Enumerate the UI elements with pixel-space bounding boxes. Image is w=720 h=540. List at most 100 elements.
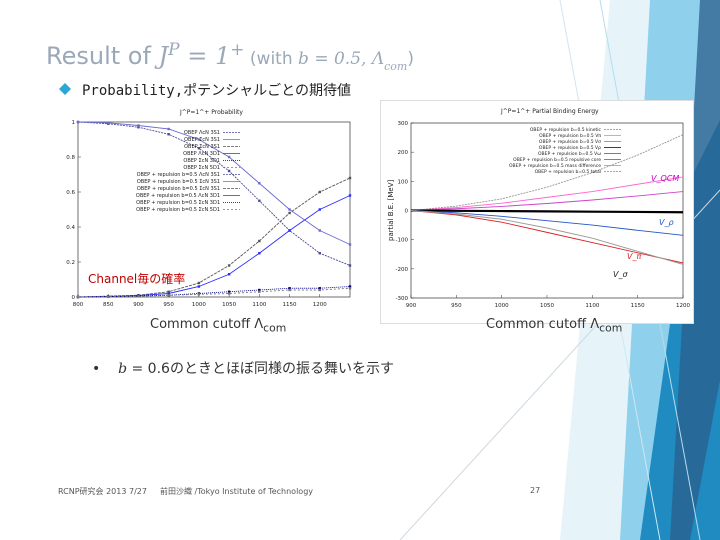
annotation-label: V_π — [627, 252, 641, 261]
data-point — [258, 288, 261, 292]
data-point — [197, 138, 201, 141]
y-axis-label: partial B.E. [MeV] — [387, 179, 395, 241]
data-point — [167, 127, 170, 131]
legend-entry: OBEP + repulsion b=0.5 mass difference — [509, 163, 601, 169]
data-point — [258, 182, 261, 185]
x-tick-group: 800 850 900 950 1000 1050 1100 1150 1200 — [73, 294, 327, 308]
y-tick-label: 0.8 — [66, 155, 75, 161]
y-tick-label: 100 — [398, 179, 409, 185]
data-point — [258, 290, 261, 293]
series-line — [410, 210, 684, 264]
slide-title: Result of JP = 1+ (with b = 0.5, Λcom) — [46, 40, 414, 73]
data-point — [137, 126, 140, 129]
y-tick-label: 0 — [405, 209, 409, 215]
x-tick-label: 1000 — [495, 303, 509, 309]
data-point — [107, 121, 110, 125]
x-tick-label: 950 — [163, 302, 174, 308]
x-tick-label: 1200 — [676, 303, 690, 309]
data-point — [227, 169, 231, 173]
data-point — [227, 273, 231, 276]
footer-author: 前田沙織 /Tokyo Institute of Technology — [160, 487, 314, 496]
x-tick-label: 900 — [406, 303, 417, 309]
legend-entry: OBEP ΛcN 3D1 — [183, 151, 220, 157]
series-line — [410, 209, 684, 214]
legend-entry: OBEP + repulsion b=0.5 ΣcN 3D1 — [136, 200, 220, 206]
x-axis-label-left: Common cutoff Λcom — [150, 317, 287, 335]
legend-entry: OBEP ΣcN 3S1 — [184, 137, 220, 143]
diamond-bullet-icon — [59, 83, 71, 95]
data-point — [348, 264, 352, 267]
plot-frame — [77, 121, 351, 298]
data-point — [348, 287, 352, 290]
data-point — [76, 120, 80, 124]
legend-entry: OBEP + repulsion b=0.5 ΛcN 3D1 — [136, 193, 220, 199]
data-point — [197, 293, 201, 296]
data-point — [318, 190, 321, 194]
series-line — [410, 210, 684, 236]
bullet-text-2: • b = 0.6のときとほぼ同様の振る舞いを示す — [92, 361, 394, 377]
x-tick-label: 1150 — [283, 302, 297, 308]
y-tick-label: 0.2 — [66, 260, 75, 266]
data-point — [318, 208, 321, 211]
y-tick-label: 300 — [398, 121, 409, 127]
data-point — [258, 239, 261, 243]
legend-entry: OBEP + repulsion b=0.5 Vω — [538, 151, 601, 157]
legend-entry: OBEP ΣcN 3S1 — [184, 144, 220, 150]
data-point — [197, 281, 201, 285]
data-point — [348, 285, 352, 288]
data-point — [167, 290, 170, 293]
annotation-label: V_QCM — [651, 174, 679, 183]
probability-chart: J^P=1^+ Probability P_CC 00.20.40.60.81 … — [60, 100, 360, 330]
footer-conference: RCNP研究会 2013 7/27 — [58, 487, 147, 496]
data-point — [348, 194, 352, 197]
chart-title: J^P=1^+ Probability — [179, 109, 243, 116]
data-point — [348, 243, 352, 246]
deco-shape-navy — [670, 0, 720, 540]
data-point — [197, 285, 201, 288]
legend-entry: OBEP + repulsion b=0.5 ΣcN 3S1 — [137, 179, 220, 185]
data-point — [258, 199, 261, 202]
data-point — [318, 287, 321, 290]
data-point — [288, 211, 291, 215]
data-point — [318, 288, 321, 292]
series-line — [410, 210, 684, 265]
legend-entry: OBEP + repulsion b=0.5 Vπ — [539, 133, 601, 139]
data-point — [227, 155, 231, 159]
series-line — [410, 191, 684, 211]
series-group — [410, 134, 684, 265]
legend-entry: OBEP + repulsion b=0.5 Vσ — [539, 139, 601, 145]
legend-entry: OBEP + repulsion b=0.5 repulsive core — [513, 157, 601, 163]
data-point — [318, 252, 321, 255]
annotation-label: V_σ — [613, 270, 628, 279]
y-tick-label: 1 — [72, 120, 76, 126]
y-tick-label: -100 — [396, 238, 409, 244]
series-line — [77, 287, 351, 298]
legend-entry: OBEP ΣcN 5D1 — [183, 165, 220, 171]
y-tick-label: 0.4 — [66, 225, 75, 231]
bullet-text: Probability,ポテンシャルごとの期待値 — [82, 83, 352, 99]
data-point — [227, 290, 231, 293]
series-group — [76, 120, 352, 299]
partial-binding-energy-chart: J^P=1^+ Partial Binding Energy partial B… — [380, 100, 694, 324]
y-tick-label: 0.6 — [66, 190, 75, 196]
x-tick-label: 900 — [133, 302, 144, 308]
x-tick-group: 900 950 1000 1050 1100 1150 1200 — [406, 295, 690, 309]
legend-entry: OBEP + repulsion b=0.5 total — [535, 169, 601, 175]
y-tick-label: 200 — [398, 150, 409, 156]
data-point — [167, 133, 170, 136]
annotation-label: V_ρ — [659, 218, 674, 227]
y-tick-label: 0 — [72, 295, 76, 301]
x-tick-label: 1050 — [540, 303, 554, 309]
x-tick-label: 850 — [103, 302, 114, 308]
series-line — [77, 286, 351, 298]
x-tick-label: 1050 — [222, 302, 236, 308]
data-point — [288, 288, 291, 292]
x-tick-label: 1000 — [192, 302, 206, 308]
legend-entry: OBEP + repulsion b=0.5 kinetic — [530, 127, 602, 133]
x-axis-label-right: Common cutoff Λcom — [486, 317, 623, 335]
legend-entry: OBEP + repulsion b=0.5 ΛcN 3S1 — [137, 172, 220, 178]
page-number: 27 — [530, 486, 541, 495]
y-tick-label: -200 — [396, 267, 409, 273]
